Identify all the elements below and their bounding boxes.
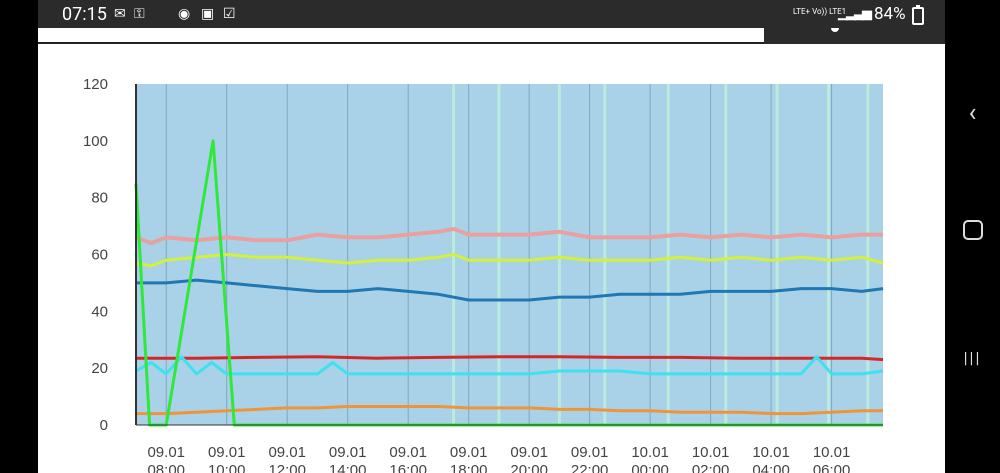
tab-indicator-dot: [831, 28, 839, 32]
x-tick-date: 09.01: [389, 444, 427, 461]
network-indicator: LTE+ Vo)) LTE1: [793, 7, 847, 16]
navigation-bar: ‹ |||: [945, 0, 1000, 473]
y-tick-label: 20: [91, 360, 108, 377]
x-tick-time: 14:00: [329, 462, 367, 473]
x-tick-date: 09.01: [268, 444, 306, 461]
x-tick-time: 22:00: [571, 462, 609, 473]
home-icon[interactable]: [945, 220, 1000, 244]
y-tick-label: 100: [83, 133, 108, 150]
signal-icon: ▁▂▃▅: [838, 6, 872, 21]
highlight-band: [603, 84, 607, 425]
x-tick-date: 09.01: [571, 444, 609, 461]
y-tick-label: 120: [83, 76, 108, 93]
image-icon: ▣: [201, 6, 215, 22]
x-tick-date: 09.01: [450, 444, 488, 461]
x-tick-date: 09.01: [329, 444, 367, 461]
x-tick-date: 10.01: [692, 444, 730, 461]
status-bar: 07:15 ✉ ⚿ ◉ ▣ ☑ LTE+ Vo)) LTE1 ▁▂▃▅ 84%: [38, 0, 945, 28]
back-icon[interactable]: ‹: [968, 98, 977, 128]
highlight-band: [827, 84, 831, 425]
x-tick-date: 09.01: [208, 444, 246, 461]
wifi-icon: ◉: [178, 6, 191, 22]
highlight-band: [557, 84, 561, 425]
battery-icon: [912, 5, 924, 25]
y-tick-label: 80: [91, 190, 108, 207]
highlight-band: [666, 84, 670, 425]
series-line-2: [136, 278, 884, 302]
series-line-1: [135, 253, 884, 268]
x-tick-time: 20:00: [510, 462, 548, 473]
x-tick-time: 16:00: [389, 462, 427, 473]
x-tick-time: 18:00: [450, 462, 488, 473]
series-line-5: [136, 405, 883, 416]
x-tick-time: 00:00: [631, 462, 669, 473]
x-tick-time: 12:00: [268, 462, 306, 473]
header-divider: [38, 42, 764, 44]
x-tick-time: 06:00: [813, 462, 851, 473]
x-tick-date: 09.01: [147, 444, 185, 461]
highlight-band: [497, 84, 501, 425]
line-chart: 02040608010012009.0108:0009.0110:0009.01…: [83, 76, 884, 473]
highlight-band: [724, 84, 728, 425]
x-tick-time: 02:00: [692, 462, 730, 473]
x-tick-date: 10.01: [752, 444, 790, 461]
plot-area: [136, 84, 883, 425]
x-tick-date: 10.01: [631, 444, 669, 461]
series-line-0: [135, 226, 883, 246]
key-icon: ⚿: [134, 6, 145, 22]
y-tick-label: 40: [91, 303, 108, 320]
mail-icon: ✉: [114, 6, 126, 22]
series-line-4: [135, 355, 884, 376]
battery-percent: 84%: [874, 4, 906, 24]
status-time: 07:15: [62, 4, 107, 25]
series-line-3: [136, 355, 884, 362]
app-content: 0 20 40 60 80 100 120 09.01 08:00 09.01 10:00 09.01…: [38, 28, 945, 473]
x-tick-date: 09.01: [510, 444, 548, 461]
y-tick-label: 60: [91, 247, 108, 264]
check-icon: ☑: [223, 6, 236, 22]
x-tick-time: 04:00: [752, 462, 790, 473]
x-tick-time: 08:00: [147, 462, 185, 473]
recents-icon[interactable]: |||: [963, 348, 982, 367]
y-tick-label: 0: [100, 417, 108, 434]
tab-indicator-bar[interactable]: [764, 28, 945, 44]
highlight-band: [775, 84, 779, 425]
highlight-band: [866, 84, 870, 425]
x-tick-date: 10.01: [813, 444, 851, 461]
x-tick-time: 10:00: [208, 462, 246, 473]
